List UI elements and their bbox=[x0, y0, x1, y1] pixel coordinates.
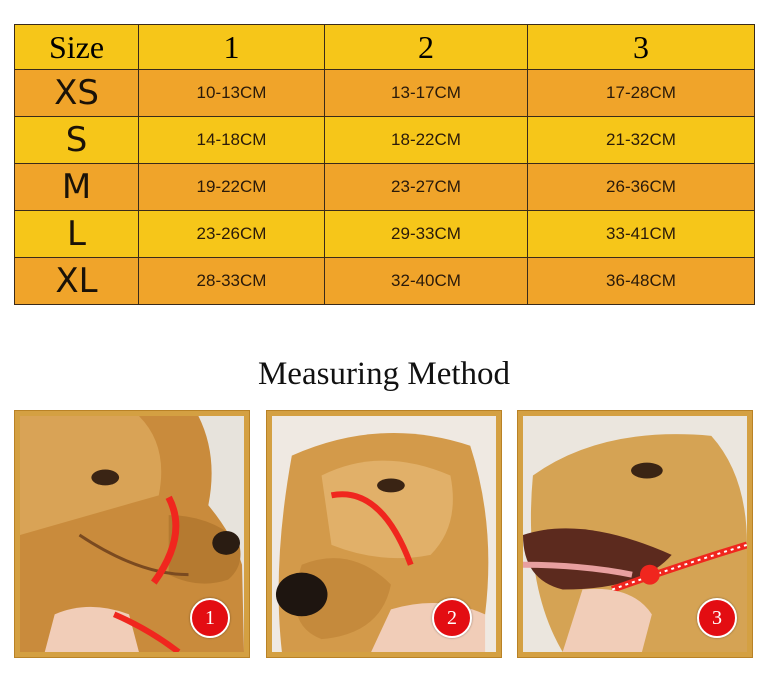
measure-cell: 23-26CM bbox=[138, 210, 325, 258]
size-label: S bbox=[14, 116, 139, 164]
measure-photo-1: 1 bbox=[14, 410, 250, 658]
table-row: S 14-18CM 18-22CM 21-32CM bbox=[14, 116, 755, 164]
step-badge-1: 1 bbox=[190, 598, 230, 638]
table-header-row: Size 1 2 3 bbox=[14, 24, 755, 70]
measure-cell: 13-17CM bbox=[324, 69, 528, 117]
measure-cell: 18-22CM bbox=[324, 116, 528, 164]
measure-cell: 26-36CM bbox=[527, 163, 755, 211]
measure-cell: 14-18CM bbox=[138, 116, 325, 164]
step-badge-2: 2 bbox=[432, 598, 472, 638]
measuring-method-title: Measuring Method bbox=[257, 356, 511, 392]
dog-snout-illustration bbox=[20, 416, 244, 652]
measure-cell: 21-32CM bbox=[527, 116, 755, 164]
header-measure-2: 2 bbox=[324, 24, 528, 70]
measure-cell: 17-28CM bbox=[527, 69, 755, 117]
header-size: Size bbox=[14, 24, 139, 70]
table-row: XS 10-13CM 13-17CM 17-28CM bbox=[14, 69, 755, 117]
header-measure-3: 3 bbox=[527, 24, 755, 70]
measure-cell: 10-13CM bbox=[138, 69, 325, 117]
measure-cell: 29-33CM bbox=[324, 210, 528, 258]
measure-cell: 33-41CM bbox=[527, 210, 755, 258]
table-row: L 23-26CM 29-33CM 33-41CM bbox=[14, 210, 755, 258]
measure-cell: 23-27CM bbox=[324, 163, 528, 211]
step-badge-3: 3 bbox=[697, 598, 737, 638]
measure-photo-2: 2 bbox=[266, 410, 502, 658]
measure-cell: 28-33CM bbox=[138, 257, 325, 305]
table-row: M 19-22CM 23-27CM 26-36CM bbox=[14, 163, 755, 211]
size-chart-table: Size 1 2 3 XS 10-13CM 13-17CM 17-28CM S … bbox=[14, 24, 755, 305]
measure-cell: 36-48CM bbox=[527, 257, 755, 305]
header-measure-1: 1 bbox=[138, 24, 325, 70]
size-label: XS bbox=[14, 69, 139, 117]
measure-photo-3: 3 bbox=[517, 410, 753, 658]
size-label: XL bbox=[14, 257, 139, 305]
size-label: M bbox=[14, 163, 139, 211]
table-row: XL 28-33CM 32-40CM 36-48CM bbox=[14, 257, 755, 305]
measure-cell: 19-22CM bbox=[138, 163, 325, 211]
size-label: L bbox=[14, 210, 139, 258]
measure-cell: 32-40CM bbox=[324, 257, 528, 305]
